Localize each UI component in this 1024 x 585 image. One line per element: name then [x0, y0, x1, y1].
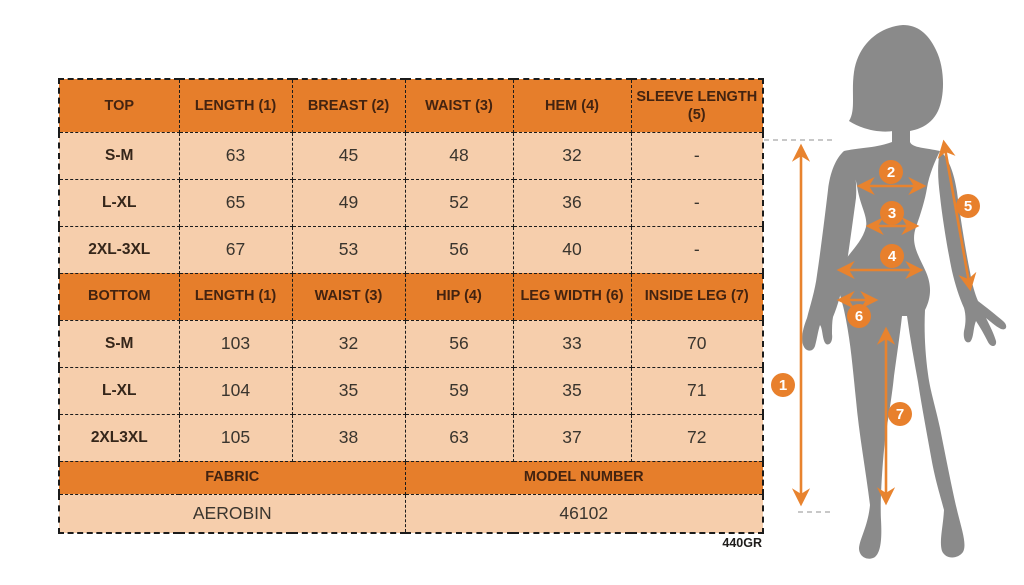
header-cell: SLEEVE LENGTH (5)	[630, 78, 764, 133]
header-cell: WAIST (3)	[404, 78, 514, 133]
value-cell: 45	[291, 131, 406, 180]
value-cell: 63	[404, 413, 514, 462]
marker-4-badge	[880, 244, 904, 268]
value-cell: 72	[630, 413, 764, 462]
value-cell: 35	[512, 366, 632, 415]
measurement-figure: 1 2 3 4 5 6 7	[760, 0, 1024, 580]
marker-2-badge	[879, 160, 903, 184]
header-cell: LENGTH (1)	[178, 272, 293, 321]
header-cell: TOP	[58, 78, 180, 133]
model-number-value-cell: 46102	[404, 493, 764, 534]
weight-note: 440GR	[722, 536, 762, 550]
female-silhouette-diagram: 1 2 3 4 5 6 7	[764, 25, 1007, 559]
marker-7-label: 7	[896, 406, 904, 423]
value-cell: 53	[291, 225, 406, 274]
value-cell: 40	[512, 225, 632, 274]
value-cell: 48	[404, 131, 514, 180]
value-cell: 36	[512, 178, 632, 227]
measurement-arrows	[791, 139, 977, 507]
value-cell: 35	[291, 366, 406, 415]
female-silhouette	[802, 25, 1007, 559]
header-cell: LENGTH (1)	[178, 78, 293, 133]
marker-4-label: 4	[888, 248, 897, 265]
table-row: L-XL 104 35 59 35 71	[58, 366, 764, 415]
marker-3-badge	[880, 201, 904, 225]
size-label-cell: 2XL-3XL	[58, 225, 180, 274]
marker-5-badge	[956, 194, 980, 218]
value-cell: 56	[404, 225, 514, 274]
size-label-cell: S-M	[58, 131, 180, 180]
value-cell: 105	[178, 413, 293, 462]
value-cell: 63	[178, 131, 293, 180]
size-label-cell: S-M	[58, 319, 180, 368]
value-cell: 70	[630, 319, 764, 368]
size-table: TOP LENGTH (1) BREAST (2) WAIST (3) HEM …	[58, 78, 764, 534]
header-cell: INSIDE LEG (7)	[630, 272, 764, 321]
value-cell: 49	[291, 178, 406, 227]
marker-badges: 1 2 3 4 5 6 7	[771, 160, 980, 426]
value-cell: 104	[178, 366, 293, 415]
header-cell: HEM (4)	[512, 78, 632, 133]
marker-1-label: 1	[779, 377, 787, 394]
sleeve-arrow	[937, 139, 977, 292]
marker-1-badge	[771, 373, 795, 397]
value-cell: 33	[512, 319, 632, 368]
value-cell: -	[630, 131, 764, 180]
size-label-cell: L-XL	[58, 366, 180, 415]
marker-6-label: 6	[855, 308, 863, 325]
value-cell: 32	[291, 319, 406, 368]
value-cell: 38	[291, 413, 406, 462]
table-row: 2XL3XL 105 38 63 37 72	[58, 413, 764, 462]
table-row: S-M 63 45 48 32 -	[58, 131, 764, 180]
table-row: 2XL-3XL 67 53 56 40 -	[58, 225, 764, 274]
bottom-header-row: BOTTOM LENGTH (1) WAIST (3) HIP (4) LEG …	[58, 272, 764, 321]
table-row: L-XL 65 49 52 36 -	[58, 178, 764, 227]
table-row: S-M 103 32 56 33 70	[58, 319, 764, 368]
value-cell: -	[630, 178, 764, 227]
marker-6-badge	[847, 304, 871, 328]
top-header-row: TOP LENGTH (1) BREAST (2) WAIST (3) HEM …	[58, 78, 764, 133]
fabric-value-cell: AEROBIN	[58, 493, 406, 534]
marker-5-label: 5	[964, 198, 972, 215]
info-value-row: AEROBIN 46102	[58, 493, 764, 534]
value-cell: -	[630, 225, 764, 274]
size-label-cell: L-XL	[58, 178, 180, 227]
marker-7-badge	[888, 402, 912, 426]
value-cell: 56	[404, 319, 514, 368]
header-cell: LEG WIDTH (6)	[512, 272, 632, 321]
header-cell: BREAST (2)	[291, 78, 406, 133]
value-cell: 52	[404, 178, 514, 227]
header-cell: WAIST (3)	[291, 272, 406, 321]
marker-2-label: 2	[887, 164, 895, 181]
model-number-header-cell: MODEL NUMBER	[404, 460, 764, 495]
size-label-cell: 2XL3XL	[58, 413, 180, 462]
value-cell: 59	[404, 366, 514, 415]
value-cell: 71	[630, 366, 764, 415]
value-cell: 32	[512, 131, 632, 180]
info-header-row: FABRIC MODEL NUMBER	[58, 460, 764, 495]
fabric-header-cell: FABRIC	[58, 460, 406, 495]
value-cell: 67	[178, 225, 293, 274]
header-cell: BOTTOM	[58, 272, 180, 321]
marker-3-label: 3	[888, 205, 896, 222]
header-cell: HIP (4)	[404, 272, 514, 321]
value-cell: 65	[178, 178, 293, 227]
value-cell: 103	[178, 319, 293, 368]
value-cell: 37	[512, 413, 632, 462]
